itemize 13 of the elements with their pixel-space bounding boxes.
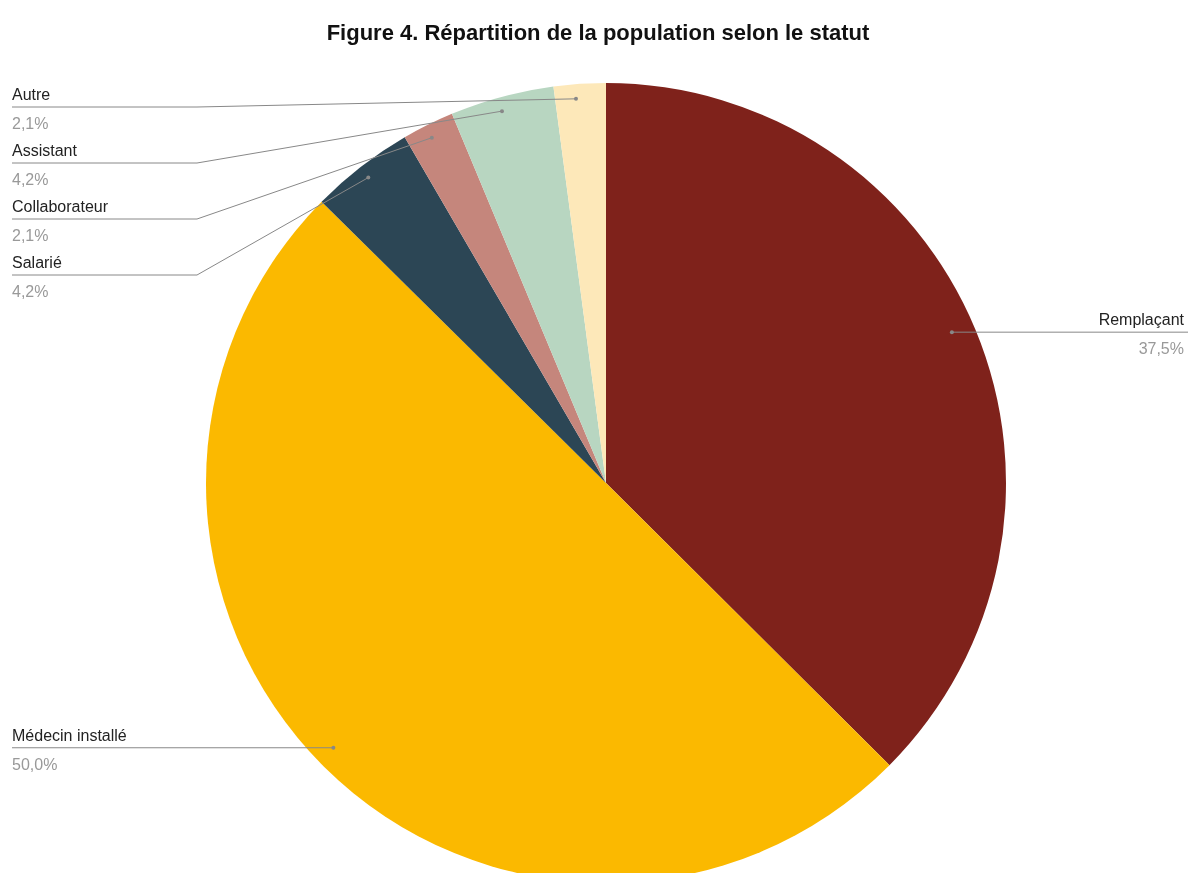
data-label: 4,2% — [12, 283, 49, 300]
data-label: 4,2% — [12, 171, 49, 188]
chart-title: Figure 4. Répartition de la population selon le statut — [325, 20, 871, 46]
data-label: 2,1% — [12, 115, 49, 132]
slice-label: Collaborateur — [12, 198, 109, 215]
slice-label: Autre — [12, 86, 51, 103]
data-label: 2,1% — [12, 227, 49, 244]
slice-label: Remplaçant — [1098, 311, 1185, 329]
slice-label: Assistant — [12, 142, 78, 159]
slice-label: Salarié — [12, 254, 62, 271]
slice-label: Médecin installé — [12, 726, 127, 744]
data-label: 37,5% — [1138, 340, 1184, 358]
data-label: 50,0% — [12, 755, 58, 773]
